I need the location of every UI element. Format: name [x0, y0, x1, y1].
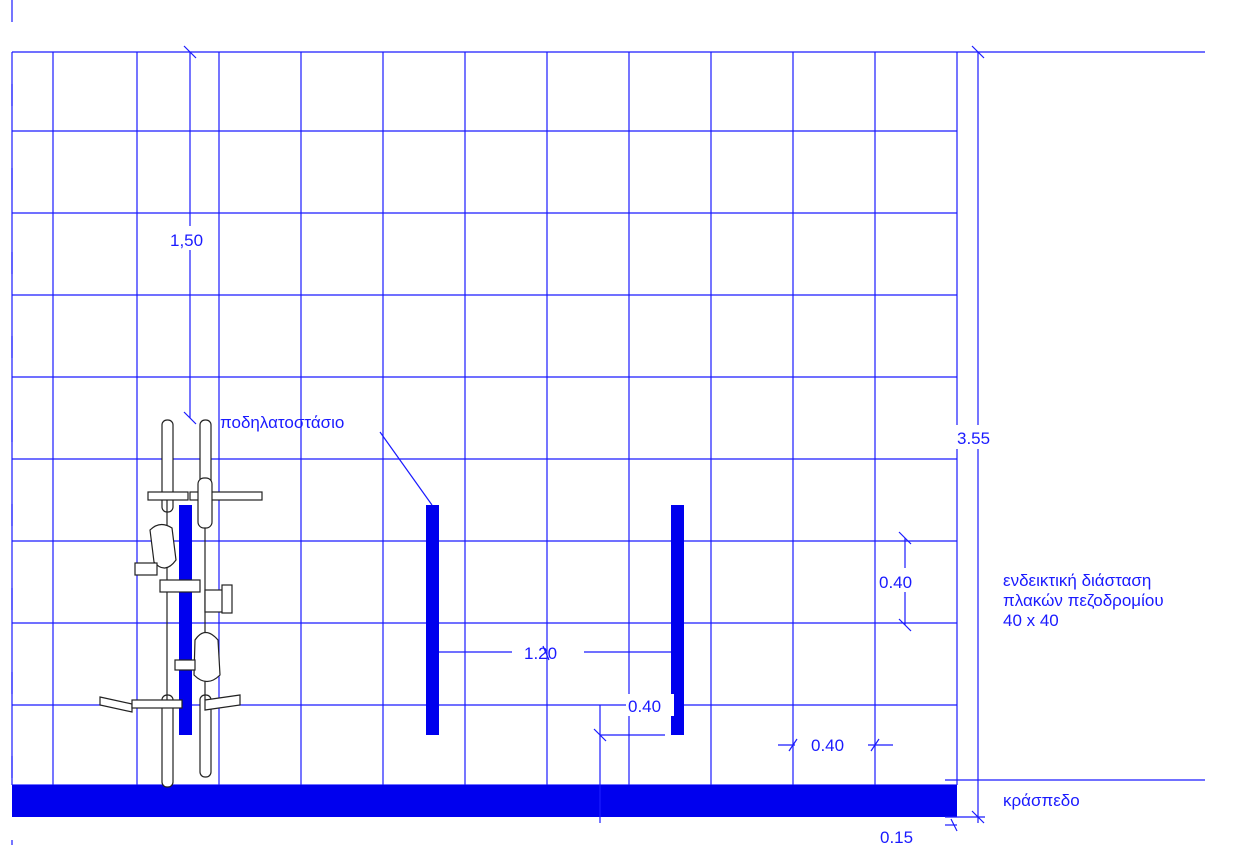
curb-label: κράσπεδο: [1003, 791, 1080, 810]
dim-tile-horizontal-tick-right: [870, 738, 880, 752]
dim-1-50-tick-bottom: [183, 411, 197, 425]
dim-rack-offset-tick: [593, 728, 607, 742]
dim-1-50-label: 1,50: [170, 231, 203, 250]
tile-note-line2: πλακών πεζοδρομίου: [1003, 591, 1164, 610]
rack-leader-line: [379, 431, 433, 506]
dim-rack-offset-label: 0.40: [628, 697, 661, 716]
bicycle-left: [99, 419, 201, 788]
rack-label: ποδηλατοστάσιο: [220, 413, 344, 432]
dim-1-50-tick-top: [183, 45, 197, 59]
paving-tile-grid: [11, 51, 958, 786]
dim-3-55-label: 3.55: [957, 429, 990, 448]
dim-tile-vertical-tick-bottom: [898, 618, 912, 632]
dim-rack-spacing-tick: [542, 645, 550, 661]
rack-bar-2: [426, 505, 439, 735]
dim-rack-spacing-label: 1.20: [524, 644, 557, 663]
dim-tile-horizontal-tick-left: [788, 738, 798, 752]
dim-3-55-tick-top: [971, 45, 985, 59]
dim-curb-label: 0.15: [880, 828, 913, 845]
rack-bar-3: [671, 505, 684, 735]
curb: [12, 785, 957, 817]
dim-tile-horizontal-label: 0.40: [811, 736, 844, 755]
dim-tile-vertical-tick-top: [898, 531, 912, 545]
tile-note-line1: ενδεικτική διάσταση: [1003, 571, 1151, 590]
dim-tile-vertical-label: 0.40: [879, 573, 912, 592]
bicycle-right: [174, 419, 263, 778]
tile-note-line3: 40 x 40: [1003, 611, 1059, 630]
dim-curb-tick: [950, 818, 958, 832]
rack-bar-1: [179, 505, 192, 735]
dim-3-55-tick-bottom: [971, 810, 985, 824]
